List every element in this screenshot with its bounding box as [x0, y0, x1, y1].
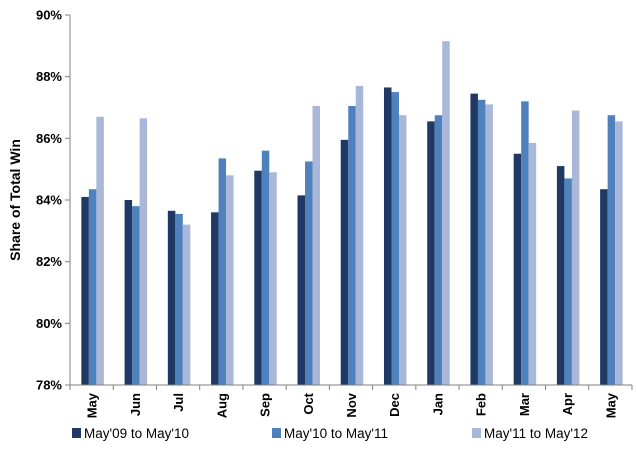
- bar-3: [96, 116, 104, 385]
- x-tick-label: Sep: [258, 393, 273, 417]
- y-tick-label: 84%: [36, 193, 62, 208]
- legend-swatch: [472, 428, 481, 438]
- x-tick-label: Mar: [517, 393, 532, 416]
- y-tick-label: 78%: [36, 378, 62, 393]
- bar-3: [312, 105, 321, 386]
- x-tick-label: May: [85, 392, 100, 418]
- bar-1: [81, 196, 89, 385]
- bar-2: [261, 150, 270, 385]
- bar-2: [607, 115, 616, 386]
- bar-3: [355, 85, 364, 386]
- x-tick-label: Feb: [474, 393, 489, 416]
- legend-label: May'09 to May'10: [84, 426, 189, 441]
- bar-2: [348, 105, 356, 386]
- bar-2: [391, 92, 399, 385]
- bar-2: [564, 178, 572, 385]
- bar-2: [88, 189, 97, 385]
- bar-2: [175, 213, 183, 385]
- bar-2: [305, 161, 313, 385]
- bar-1: [470, 93, 478, 386]
- bar-1: [513, 153, 522, 385]
- bar-1: [297, 195, 306, 385]
- bar-1: [254, 170, 262, 385]
- bar-1: [427, 121, 435, 385]
- y-tick-label: 82%: [36, 254, 62, 269]
- bar-1: [124, 200, 133, 385]
- bar-1: [383, 87, 392, 386]
- bar-3: [442, 41, 450, 386]
- y-axis-title-group: Share of Total Win: [7, 139, 23, 261]
- bar-3: [226, 175, 234, 385]
- x-tick-label: Nov: [344, 392, 359, 417]
- bar-2: [218, 158, 227, 385]
- legend: May'09 to May'10 May'10 to May'11 May'11 t…: [72, 426, 588, 441]
- bar-3: [398, 115, 407, 386]
- bar-3: [485, 104, 493, 386]
- y-tick-label: 80%: [36, 316, 62, 331]
- x-tick-label: Jun: [128, 393, 143, 416]
- bar-3: [269, 172, 277, 385]
- x-tick-label: Aug: [214, 393, 229, 418]
- x-tick-label: Oct: [301, 392, 316, 414]
- bar-2: [521, 101, 529, 385]
- legend-label: May'10 to May'11: [284, 426, 388, 441]
- legend-swatch: [272, 428, 281, 438]
- x-tick-label: Jul: [171, 393, 186, 412]
- bar-3: [571, 110, 580, 385]
- x-tick-label: Jan: [431, 393, 446, 415]
- y-tick-label: 90%: [36, 8, 62, 23]
- bar-2: [477, 99, 486, 385]
- bar-1: [340, 139, 349, 385]
- y-tick-label: 88%: [36, 69, 62, 84]
- x-tick-label: Apr: [560, 393, 575, 415]
- bar-1: [167, 210, 176, 385]
- bar-3: [615, 121, 623, 385]
- bar-2: [132, 206, 140, 385]
- bar-1: [211, 212, 219, 385]
- legend-label: May'11 to May'12: [484, 426, 588, 441]
- bar-3: [182, 224, 191, 385]
- bar-3: [139, 118, 148, 385]
- y-tick-label: 86%: [36, 131, 62, 146]
- y-axis-title: Share of Total Win: [7, 139, 23, 261]
- bar-1: [600, 189, 608, 385]
- bar-1: [556, 166, 565, 385]
- plot-area: 78% 80% 82% 84% 86% 88% 90% May Jun Jul Aug Sep Oct N…: [36, 8, 633, 418]
- bar-2: [434, 115, 443, 386]
- x-tick-label: May: [603, 392, 618, 418]
- x-tick-label: Dec: [387, 393, 402, 417]
- bar-3: [528, 142, 537, 385]
- legend-swatch: [72, 428, 81, 438]
